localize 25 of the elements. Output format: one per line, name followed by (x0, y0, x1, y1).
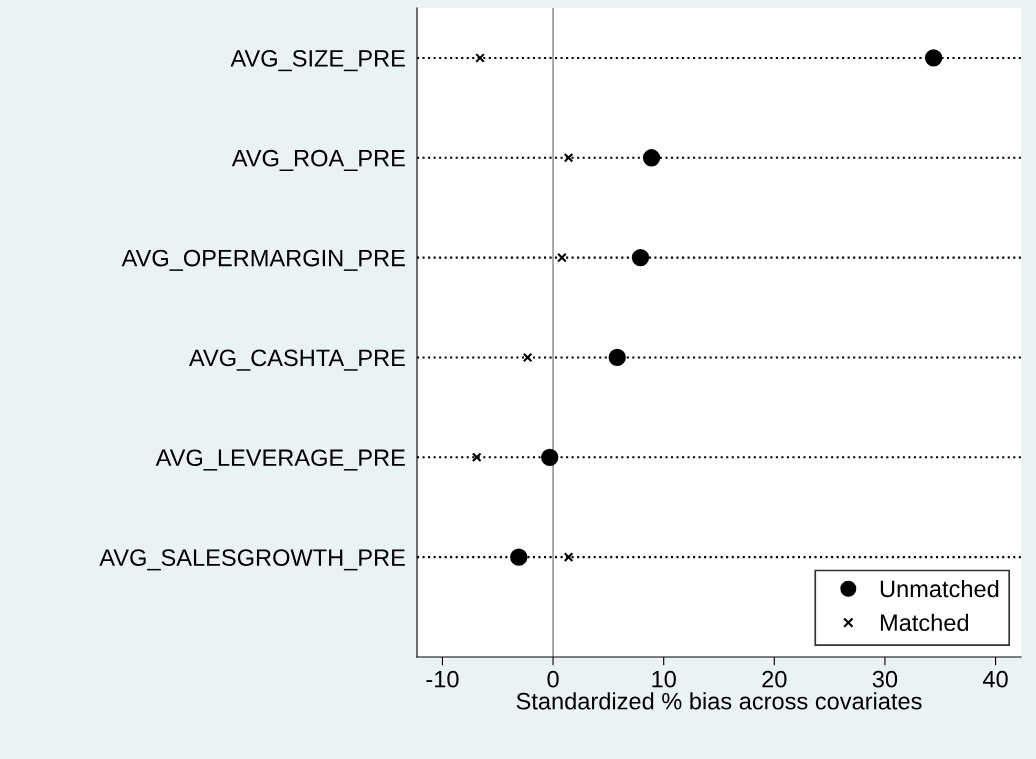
legend-label: Unmatched (880, 579, 999, 598)
legend-label: Matched (880, 613, 969, 632)
y-tick-label: AVG_LEVERAGE_PRE (155, 449, 405, 471)
y-tick-label: AVG_ROA_PRE (231, 149, 405, 172)
point (557, 252, 567, 263)
y-tick-label: AVG_OPERMARGIN_PRE (121, 249, 405, 271)
point (642, 149, 661, 167)
point (563, 152, 574, 163)
point (631, 248, 650, 267)
x-tick-label: 40 (982, 670, 1008, 688)
y-tick-label: AVG_SIZE_PRE (230, 49, 405, 72)
point (541, 448, 559, 466)
x-tick-label: 10 (652, 670, 676, 688)
y-tick-label: AVG_SALESGROWTH_PRE (99, 549, 405, 571)
point (924, 49, 943, 67)
x-tick-label: 30 (872, 670, 898, 688)
y-tick-label: AVG_CASHTA_PRE (188, 349, 405, 371)
x-tick-label: 20 (762, 670, 787, 688)
point (522, 352, 533, 363)
x-tick-label: -10 (426, 670, 459, 688)
point (471, 452, 482, 463)
x-tick-label: 0 (547, 670, 559, 688)
point (608, 348, 626, 367)
point (510, 548, 528, 566)
x-axis-title: Standardized % bias across covariates (516, 692, 922, 710)
